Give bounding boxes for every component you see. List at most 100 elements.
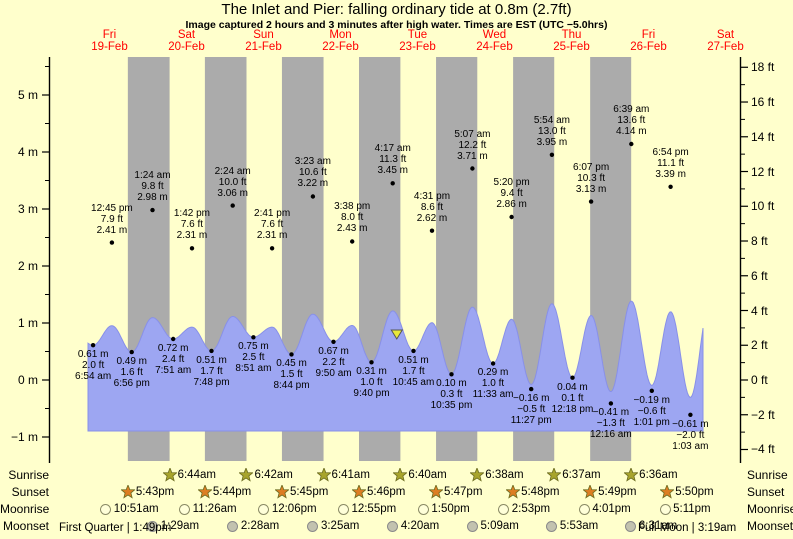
tide-extreme-label: 0.04 m 0.1 ft 12:18 pm (551, 381, 594, 415)
moonrise-time: 2:53pm (511, 503, 551, 515)
moonset-time: 1:29am (160, 520, 200, 532)
moonrise-time: 1:50pm (431, 503, 470, 515)
astro-row-label-right-moonset: Moonset (747, 519, 793, 533)
moon-phase-first-quarter: First Quarter | 1:49pm (59, 522, 172, 534)
moonrise-circle-icon (417, 503, 429, 515)
tide-extreme-dot (109, 240, 115, 245)
tide-extreme-dot (608, 401, 614, 406)
sunrise-time: 6:40am (408, 469, 447, 481)
moonset-time: 6:31am (638, 520, 678, 532)
y-axis-label-m: 1 m (17, 316, 38, 330)
moonset-circle-icon (227, 520, 239, 532)
tide-extreme-label: 0.72 m 2.4 ft 7:51 am (155, 342, 192, 376)
astro-row-label-left-moonset: Moonset (2, 519, 49, 533)
sunrise-time: 6:38am (485, 469, 524, 481)
y-axis-label-ft: 2 ft (751, 338, 768, 353)
tide-area (87, 300, 704, 432)
tide-extreme-dot (230, 203, 235, 208)
sunset-time: 5:48pm (521, 486, 560, 498)
tide-extreme-label: 0.61 m 2.0 ft 6:54 am (75, 349, 112, 383)
day-label: Tue 23-Feb (399, 29, 436, 53)
tide-extreme-label: 0.49 m 1.6 ft 6:56 pm (113, 356, 150, 390)
moonset-circle-icon (387, 520, 399, 532)
moonrise-circle-icon (100, 503, 112, 515)
sunset-time: 5:44pm (212, 486, 252, 498)
y-axis-label-m: 5 m (17, 88, 38, 102)
y-axis-label-ft: 12 ft (751, 164, 775, 179)
tide-extreme-label: 1:42 pm 7.6 ft 2.31 m (173, 208, 211, 242)
sunset-time: 5:47pm (444, 486, 483, 498)
tide-extreme-dot (668, 184, 673, 189)
tide-extreme-dot (509, 214, 514, 220)
tide-extreme-dot (411, 348, 416, 354)
tide-extreme-label: 2:41 pm 7.6 ft 2.31 m (254, 208, 291, 242)
tide-extreme-dot (269, 246, 275, 251)
tide-extreme-label: 0.75 m 2.5 ft 8:51 am (235, 341, 272, 375)
tide-extreme-dot (289, 352, 294, 357)
day-label: Mon 22-Feb (322, 29, 359, 53)
astro-row-label-left-sunset: Sunset (11, 485, 49, 499)
day-label: Fri 19-Feb (91, 29, 128, 53)
astro-row-label-left-sunrise: Sunrise (8, 468, 49, 482)
tide-extreme-dot (390, 181, 395, 186)
moon-phase-full-moon: Full Moon | 3:19am (638, 522, 737, 534)
moonset-time: 2:28am (240, 520, 280, 532)
sunset-time: 5:43pm (135, 486, 175, 498)
astro-row-label-left-moonrise: Moonrise (0, 502, 50, 516)
y-axis-label-m: −1 m (10, 430, 38, 444)
sunrise-time: 6:42am (254, 469, 293, 481)
astro-row-label-right-sunset: Sunset (747, 485, 785, 499)
tide-extreme-label: 0.10 m 0.3 ft 10:35 pm (430, 378, 473, 412)
tide-extreme-dot (350, 239, 355, 244)
day-label: Sat 27-Feb (707, 29, 744, 53)
y-axis-label-m: 2 m (17, 259, 38, 273)
tide-extreme-dot (150, 207, 155, 213)
moonset-time: 3:25am (320, 520, 360, 532)
astro-row-label-right-moonrise: Moonrise (747, 502, 793, 516)
current-time-marker (390, 329, 404, 340)
moonrise-time: 11:26am (192, 503, 237, 515)
sunrise-time: 6:44am (177, 469, 216, 481)
y-axis-label-ft: 16 ft (751, 95, 775, 110)
tide-extreme-dot (549, 152, 555, 157)
y-axis-label-m: 4 m (17, 145, 38, 159)
moonset-time: 5:53am (559, 520, 599, 532)
moonset-time: 5:09am (480, 520, 519, 532)
tide-extreme-dot (529, 386, 534, 392)
tide-extreme-label: 2:24 am 10.0 ft 3.06 m (214, 165, 251, 199)
tide-extreme-label: 4:31 pm 8.6 ft 2.62 m (413, 190, 451, 224)
tide-extreme-label: −0.16 m −0.5 ft 11:27 pm (510, 393, 552, 427)
moonrise-circle-icon (498, 503, 510, 515)
y-axis-label-ft: −2 ft (751, 407, 775, 422)
y-axis-label-ft: −4 ft (751, 442, 775, 457)
sunset-time: 5:49pm (598, 486, 637, 498)
tide-extreme-dot (688, 412, 693, 417)
sunset-time: 5:45pm (289, 486, 329, 498)
tide-extreme-dot (649, 388, 654, 393)
tide-extreme-dot (251, 335, 256, 340)
moonrise-time: 10:51am (113, 503, 159, 515)
tide-extreme-label: 0.67 m 2.2 ft 9:50 am (315, 345, 352, 379)
sunrise-time: 6:36am (639, 469, 678, 481)
tide-extreme-label: 6:39 am 13.6 ft 4.14 m (613, 104, 650, 138)
tide-extreme-dot (189, 246, 195, 251)
tide-extreme-dot (570, 375, 575, 380)
y-axis-label-m: 0 m (17, 373, 38, 387)
tide-extreme-label: 3:23 am 10.6 ft 3.22 m (294, 156, 331, 190)
day-label: Fri 26-Feb (630, 29, 667, 53)
y-axis-label-m: 3 m (17, 202, 38, 216)
moonset-circle-icon (467, 520, 479, 532)
tide-extreme-label: 5:07 am 12.2 ft 3.71 m (454, 128, 491, 162)
tide-extreme-dot (429, 228, 435, 233)
moonrise-time: 12:06pm (271, 503, 317, 515)
chart-subtitle: Image captured 2 hours and 3 minutes aft… (185, 19, 608, 31)
y-axis-label-ft: 8 ft (751, 234, 768, 248)
tide-extreme-dot (470, 166, 475, 171)
tide-extreme-label: 5:54 am 13.0 ft 3.95 m (533, 114, 570, 148)
tide-extreme-dot (588, 199, 594, 204)
moonrise-circle-icon (337, 503, 349, 515)
tide-extreme-label: −0.61 m −2.0 ft 1:03 am (672, 418, 709, 452)
tide-extreme-label: −0.41 m −1.3 ft 12:16 am (589, 407, 632, 441)
moonrise-time: 4:01pm (592, 503, 631, 515)
